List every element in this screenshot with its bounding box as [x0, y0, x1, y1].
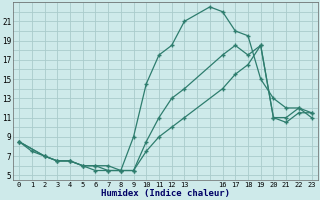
X-axis label: Humidex (Indice chaleur): Humidex (Indice chaleur)	[101, 189, 230, 198]
